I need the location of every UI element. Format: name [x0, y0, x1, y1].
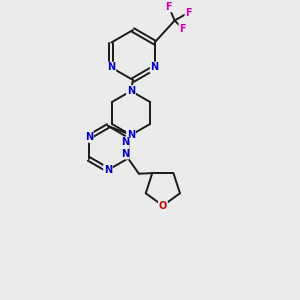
Text: N: N	[104, 165, 112, 175]
Text: N: N	[85, 132, 93, 142]
Text: N: N	[127, 130, 135, 140]
Text: F: F	[165, 2, 172, 11]
Text: N: N	[107, 62, 116, 73]
Text: N: N	[127, 86, 135, 96]
Text: N: N	[121, 137, 129, 147]
Text: N: N	[121, 149, 129, 159]
Text: F: F	[185, 8, 192, 17]
Text: N: N	[151, 62, 159, 73]
Text: F: F	[179, 23, 186, 34]
Text: O: O	[159, 201, 167, 211]
